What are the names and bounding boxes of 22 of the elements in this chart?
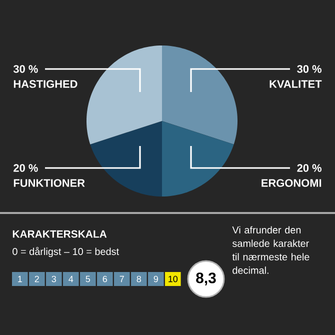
text: KARAKTERSKALA [12, 230, 107, 238]
data-label: 20 % [14, 164, 38, 172]
slice-label: KVALITET [270, 80, 322, 88]
data-label: 30 % [13, 65, 38, 73]
text: 0 = dårligst – 10 = bedst [12, 246, 119, 258]
text: Vi afrunder den samlede karakter til nærmeste hele decimal. [232, 226, 310, 274]
slice-label: HASTIGHED [14, 80, 78, 88]
text: 6 [102, 276, 107, 282]
text: 2 [34, 276, 39, 282]
text: 5 [86, 276, 90, 282]
text: 8,3 [196, 272, 216, 286]
text: 1 [18, 276, 22, 282]
slice-label: ERGONOMI [262, 179, 322, 187]
data-label: 30 % [297, 65, 322, 73]
text: 9 [154, 276, 158, 282]
text: 7 [120, 276, 124, 282]
data-label: 20 % [297, 164, 322, 172]
slice-label: FUNKTIONER [14, 179, 85, 187]
text: 4 [68, 276, 74, 282]
text: 3 [52, 276, 56, 282]
text: 8 [136, 276, 141, 282]
text: 10 [168, 276, 178, 282]
